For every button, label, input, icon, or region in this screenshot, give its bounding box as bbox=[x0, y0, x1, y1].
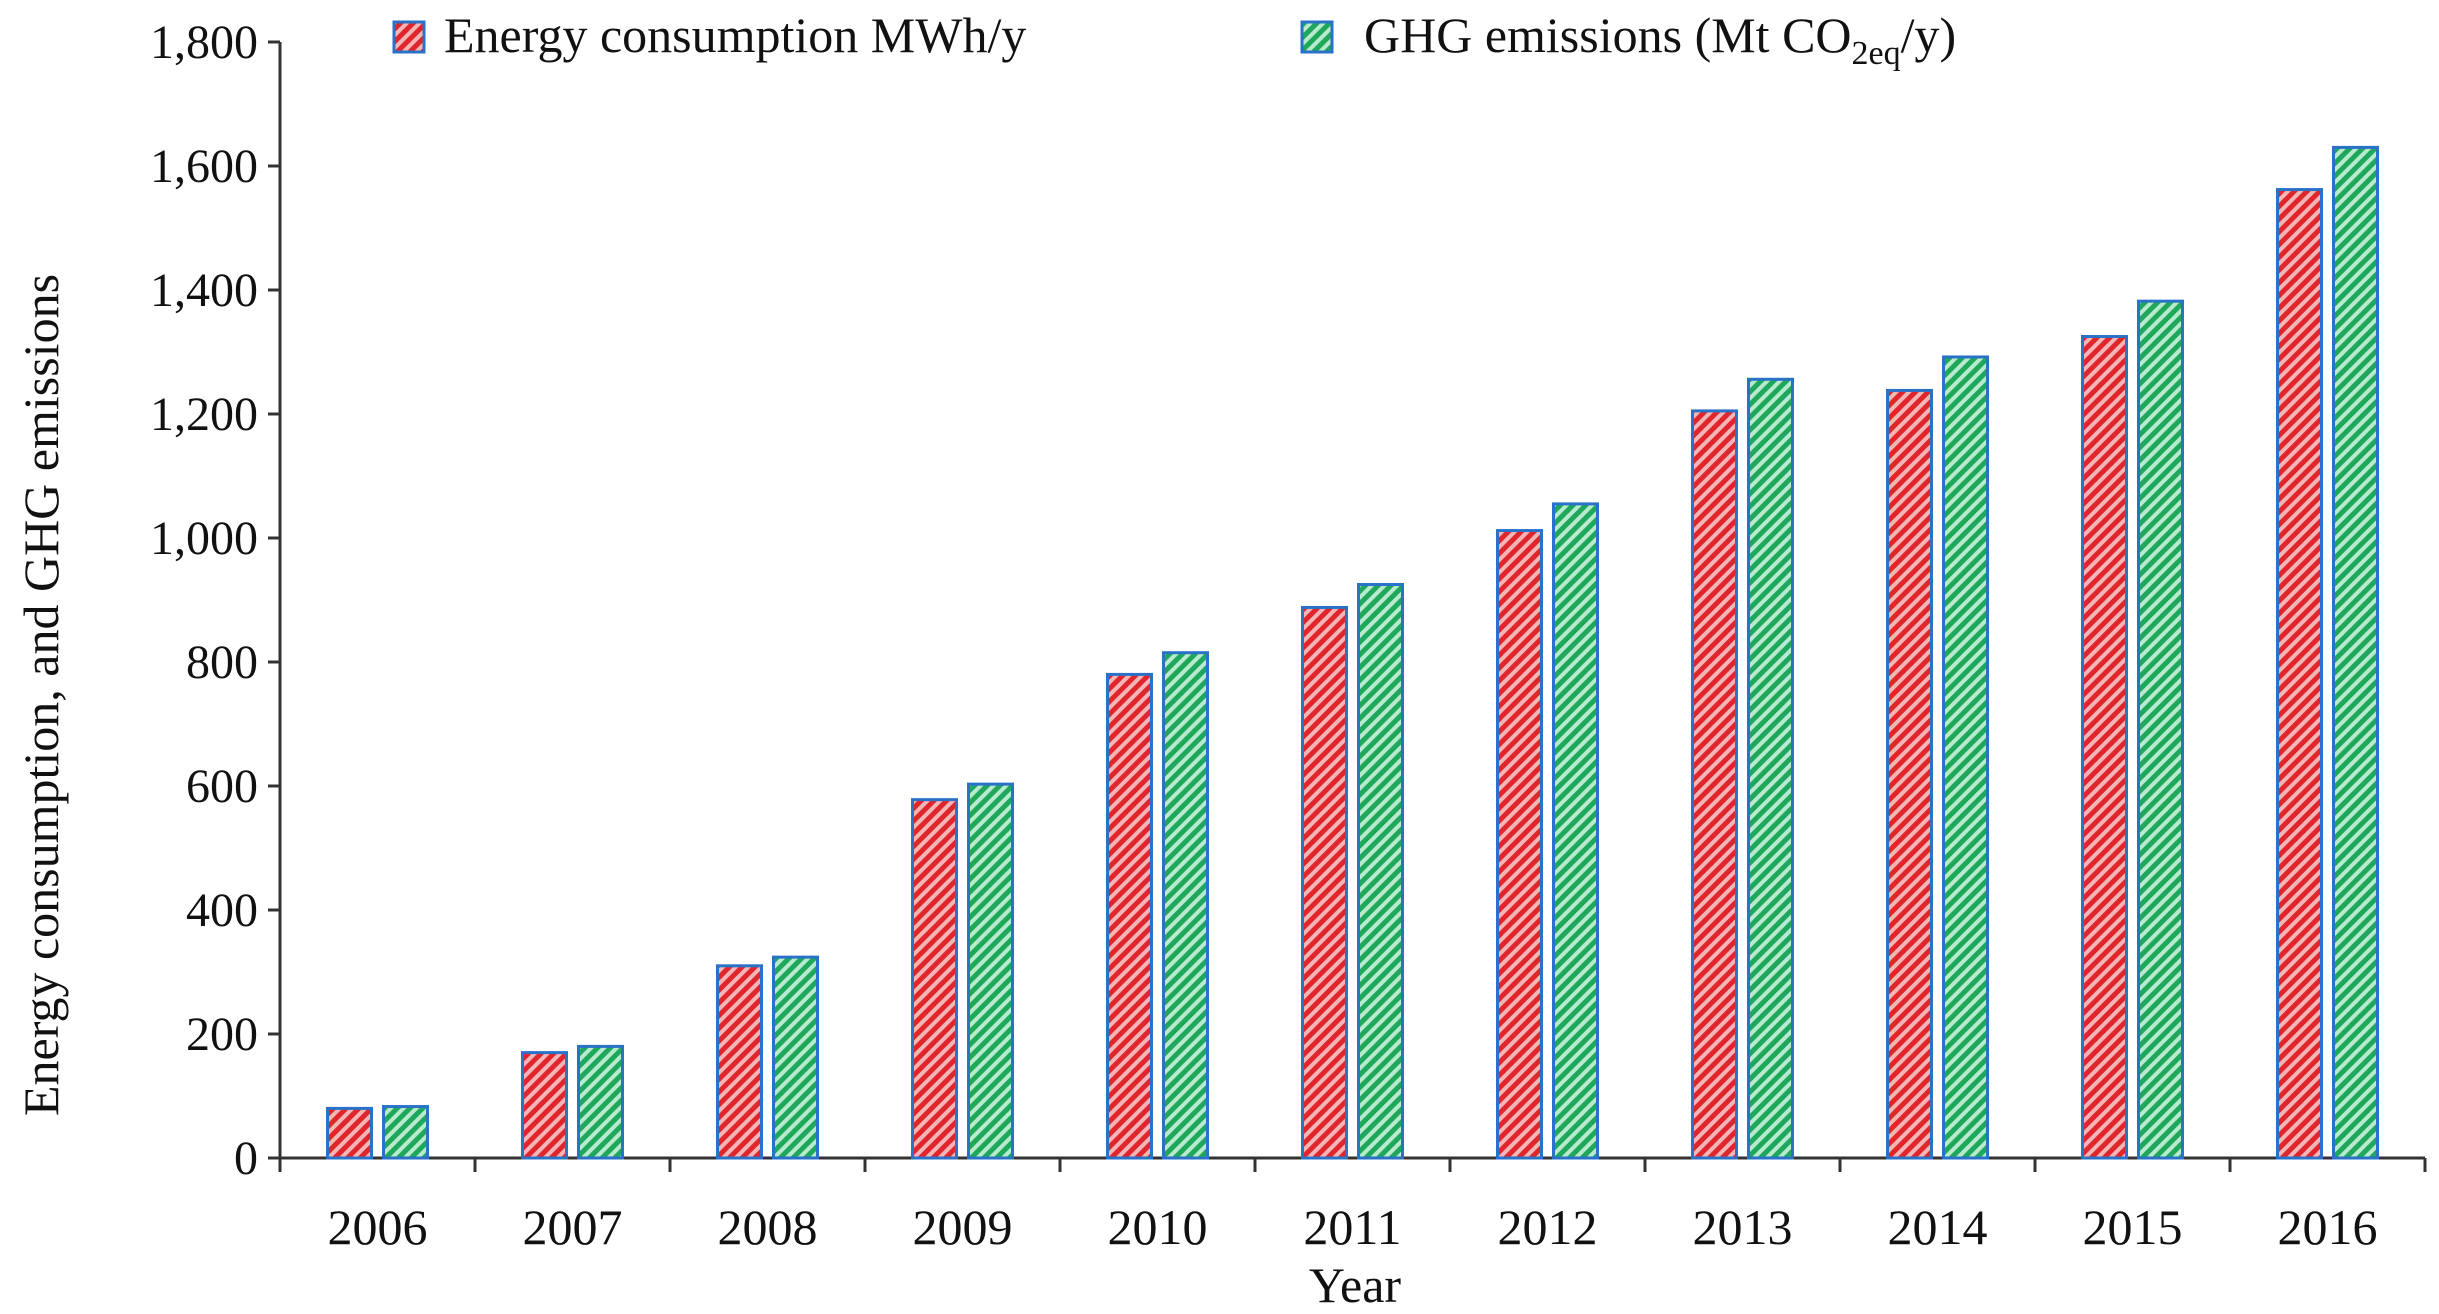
x-tick-label: 2016 bbox=[2278, 1199, 2378, 1255]
bar-energy bbox=[2276, 188, 2323, 1160]
y-axis: 0 200 400 600 800 1,000 1,200 1,400 1,600 1,800 bbox=[150, 16, 282, 1185]
bar-energy bbox=[1106, 672, 1153, 1160]
legend-item-ghg[interactable]: GHG emissions (Mt CO2eq/y) bbox=[1300, 7, 1956, 72]
x-tick-label: 2009 bbox=[913, 1199, 1013, 1255]
x-tick-label: 2015 bbox=[2083, 1199, 2183, 1255]
bar-ghg bbox=[2332, 145, 2379, 1160]
x-tick-label: 2008 bbox=[718, 1199, 818, 1255]
y-tick-label: 400 bbox=[186, 884, 258, 937]
bar-ghg bbox=[1942, 355, 1989, 1160]
bar-ghg bbox=[967, 782, 1014, 1160]
y-tick-label: 1,600 bbox=[150, 140, 258, 193]
legend-label-energy: Energy consumption MWh/y bbox=[444, 7, 1026, 63]
x-tick-label: 2014 bbox=[1888, 1199, 1988, 1255]
bar-energy bbox=[1886, 388, 1933, 1160]
bar-energy bbox=[2081, 335, 2128, 1160]
x-tick-label: 2013 bbox=[1693, 1199, 1793, 1255]
legend-label-ghg-sub: 2eq bbox=[1852, 35, 1901, 72]
y-tick-label: 1,800 bbox=[150, 16, 258, 69]
y-tick-label: 1,000 bbox=[150, 512, 258, 565]
x-tick-label: 2007 bbox=[523, 1199, 623, 1255]
y-tick-label: 0 bbox=[234, 1132, 258, 1185]
bar-ghg bbox=[1162, 651, 1209, 1160]
bars bbox=[326, 145, 2379, 1160]
bar-energy bbox=[326, 1106, 373, 1160]
x-axis-title: Year bbox=[1309, 1257, 1401, 1313]
y-tick-label: 800 bbox=[186, 636, 258, 689]
bar-ghg bbox=[772, 955, 819, 1160]
y-axis-title: Energy consumption, and GHG emissions bbox=[13, 274, 69, 1116]
y-tick-label: 600 bbox=[186, 760, 258, 813]
x-tick-label: 2010 bbox=[1108, 1199, 1208, 1255]
legend: Energy consumption MWh/y GHG emissions (… bbox=[392, 7, 1956, 72]
bar-energy bbox=[1496, 529, 1543, 1160]
x-tick-label: 2012 bbox=[1498, 1199, 1598, 1255]
legend-label-ghg-main: GHG emissions (Mt CO bbox=[1364, 7, 1852, 63]
legend-label-ghg: GHG emissions (Mt CO2eq/y) bbox=[1364, 7, 1956, 72]
bar-ghg bbox=[382, 1105, 429, 1160]
bar-energy bbox=[521, 1051, 568, 1160]
x-tick-label: 2011 bbox=[1303, 1199, 1401, 1255]
bar-ghg bbox=[577, 1044, 624, 1160]
x-tick-label: 2006 bbox=[328, 1199, 428, 1255]
bar-ghg bbox=[2137, 299, 2184, 1160]
x-axis: 2006 2007 2008 2009 2010 2011 2012 2013 2014 2015… bbox=[278, 1156, 2427, 1255]
bar-ghg bbox=[1747, 377, 1794, 1160]
y-tick-label: 1,400 bbox=[150, 264, 258, 317]
bar-energy bbox=[1691, 409, 1738, 1160]
bar-energy bbox=[1301, 605, 1348, 1160]
legend-item-energy[interactable]: Energy consumption MWh/y bbox=[392, 7, 1026, 63]
bar-energy bbox=[911, 798, 958, 1160]
y-tick-label: 200 bbox=[186, 1008, 258, 1061]
bar-ghg bbox=[1552, 502, 1599, 1160]
y-tick-label: 1,200 bbox=[150, 388, 258, 441]
legend-label-ghg-end: /y) bbox=[1901, 7, 1957, 63]
legend-swatch-ghg bbox=[1300, 20, 1334, 54]
bar-ghg bbox=[1357, 583, 1404, 1160]
legend-swatch-energy bbox=[392, 20, 426, 54]
bar-energy bbox=[716, 964, 763, 1160]
